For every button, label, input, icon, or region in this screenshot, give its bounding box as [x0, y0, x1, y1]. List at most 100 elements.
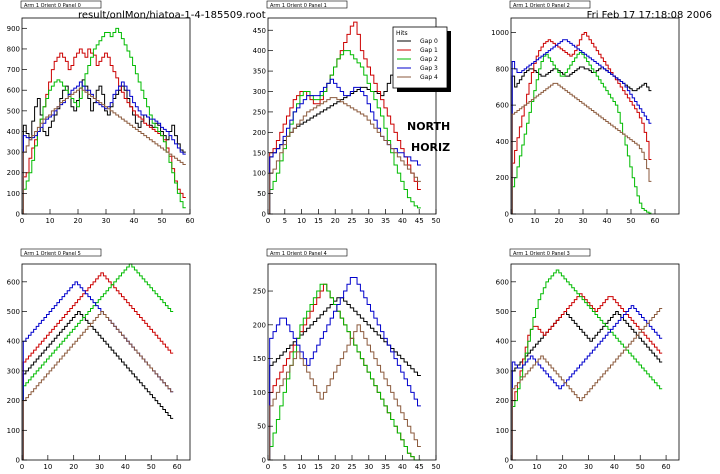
panel-title: Arm 1 Orient 0 Panel 3 [513, 251, 570, 257]
series-line-gap-4 [511, 82, 652, 214]
x-tick-label: 20 [331, 217, 340, 225]
x-tick-label: 30 [364, 463, 373, 471]
x-tick-label: 50 [627, 217, 636, 225]
panel-title: Arm 1 Orient 0 Panel 5 [24, 251, 81, 257]
panel-title-box [509, 0, 591, 9]
x-tick-label: 30 [102, 217, 111, 225]
x-tick-label: 30 [584, 463, 593, 471]
series-line-gap-1 [511, 32, 652, 214]
plot-frame [510, 263, 680, 461]
y-tick-label: 600 [7, 278, 20, 286]
x-tick-label: 5 [283, 217, 287, 225]
series-line-gap-3 [269, 277, 421, 460]
histogram-panel-3: Arm 1 Orient 0 Panel 30 10 20 30 40 50 6001002… [496, 248, 680, 471]
north-label: NORTH [407, 120, 451, 133]
y-tick-label: 400 [496, 338, 509, 346]
x-tick-label: 40 [130, 217, 139, 225]
y-tick-label: 250 [253, 288, 266, 296]
x-tick-label: 60 [662, 463, 671, 471]
x-tick-label: 50 [636, 463, 645, 471]
series-line-gap-3 [22, 281, 174, 460]
legend-entry: Gap 4 [420, 74, 438, 81]
plot-frame [510, 17, 680, 215]
y-tick-label: 600 [496, 278, 509, 286]
y-tick-label: 900 [7, 25, 20, 33]
legend-box: Hits Gap 0 Gap 1 Gap 2 Gap 3 Gap 4 [392, 26, 451, 92]
timestamp-label: Fri Feb 17 17:18:08 2006 [586, 10, 712, 21]
x-tick-label: 40 [398, 217, 407, 225]
x-tick-label: 15 [314, 217, 323, 225]
x-tick-label: 20 [555, 217, 564, 225]
series-line-gap-4 [22, 311, 174, 460]
file-name-label: result/onlMon/hiatoa-1-4-185509.root [78, 10, 266, 21]
y-tick-label: 800 [7, 45, 20, 53]
y-tick-label: 150 [253, 355, 266, 363]
y-tick-label: 50 [257, 423, 266, 431]
y-tick-label: 150 [253, 149, 266, 157]
y-tick-label: 300 [253, 88, 266, 96]
x-tick-label: 0 [266, 463, 270, 471]
x-tick-label: 30 [579, 217, 588, 225]
series-line-gap-0 [511, 311, 663, 460]
x-tick-label: 0 [509, 463, 513, 471]
x-tick-label: 20 [331, 463, 340, 471]
y-tick-label: 200 [7, 397, 20, 405]
series-line-gap-1 [269, 283, 421, 461]
series-line-gap-3 [511, 305, 663, 460]
histogram-panel-4: Arm 1 Orient 0 Panel 4 0 5 10 15 20 25 30 35 40 45… [253, 248, 440, 471]
y-tick-label: 600 [7, 87, 20, 95]
panel-title-box [266, 248, 348, 257]
y-tick-label: 200 [7, 169, 20, 177]
y-tick-label: 0 [16, 457, 20, 465]
x-tick-label: 20 [69, 463, 78, 471]
histogram-panel-5: Arm 1 Orient 0 Panel 50 10 20 30 40 50 6001002… [7, 248, 191, 471]
y-tick-label: 200 [253, 129, 266, 137]
x-tick-label: 50 [147, 463, 156, 471]
x-tick-label: 40 [603, 217, 612, 225]
panel-title-box [509, 248, 591, 257]
y-tick-label: 350 [253, 68, 266, 76]
x-tick-label: 25 [348, 217, 357, 225]
y-tick-label: 250 [253, 108, 266, 116]
x-tick-label: 0 [20, 463, 24, 471]
x-tick-label: 30 [364, 217, 373, 225]
series-line-gap-4 [22, 87, 186, 214]
series-line-gap-3 [511, 39, 652, 214]
x-tick-label: 50 [432, 217, 441, 225]
x-tick-label: 10 [531, 217, 540, 225]
series-line-gap-3 [269, 78, 421, 214]
y-tick-label: 400 [496, 138, 509, 146]
x-tick-label: 10 [297, 217, 306, 225]
series-line-gap-0 [269, 297, 421, 460]
y-tick-label: 50 [257, 190, 266, 198]
series-line-gap-2 [511, 51, 652, 214]
x-tick-label: 25 [348, 463, 357, 471]
x-tick-label: 30 [95, 463, 104, 471]
y-tick-label: 100 [7, 190, 20, 198]
x-tick-label: 10 [43, 463, 52, 471]
x-tick-label: 60 [651, 217, 660, 225]
y-tick-label: 500 [7, 107, 20, 115]
x-tick-label: 15 [314, 463, 323, 471]
panel-title: Arm 1 Orient 0 Panel 1 [270, 3, 327, 9]
x-tick-label: 0 [20, 217, 24, 225]
y-tick-label: 200 [496, 397, 509, 405]
y-tick-label: 0 [16, 211, 20, 219]
panel-title-box [20, 248, 102, 257]
x-tick-label: 45 [415, 217, 424, 225]
y-tick-label: 500 [7, 308, 20, 316]
legend-title: Hits [396, 30, 408, 37]
histogram-panel-2: Arm 1 Orient 0 Panel 20 10 20 30 40 50 6002004… [491, 0, 680, 225]
y-tick-label: 500 [496, 308, 509, 316]
y-tick-label: 200 [253, 321, 266, 329]
y-tick-label: 300 [496, 367, 509, 375]
x-tick-label: 20 [558, 463, 567, 471]
series-line-gap-2 [22, 263, 174, 460]
y-tick-label: 100 [253, 170, 266, 178]
series-line-gap-2 [22, 27, 186, 214]
x-tick-label: 40 [398, 463, 407, 471]
y-tick-label: 100 [253, 389, 266, 397]
series-line-gap-0 [22, 79, 186, 214]
y-tick-label: 300 [7, 367, 20, 375]
